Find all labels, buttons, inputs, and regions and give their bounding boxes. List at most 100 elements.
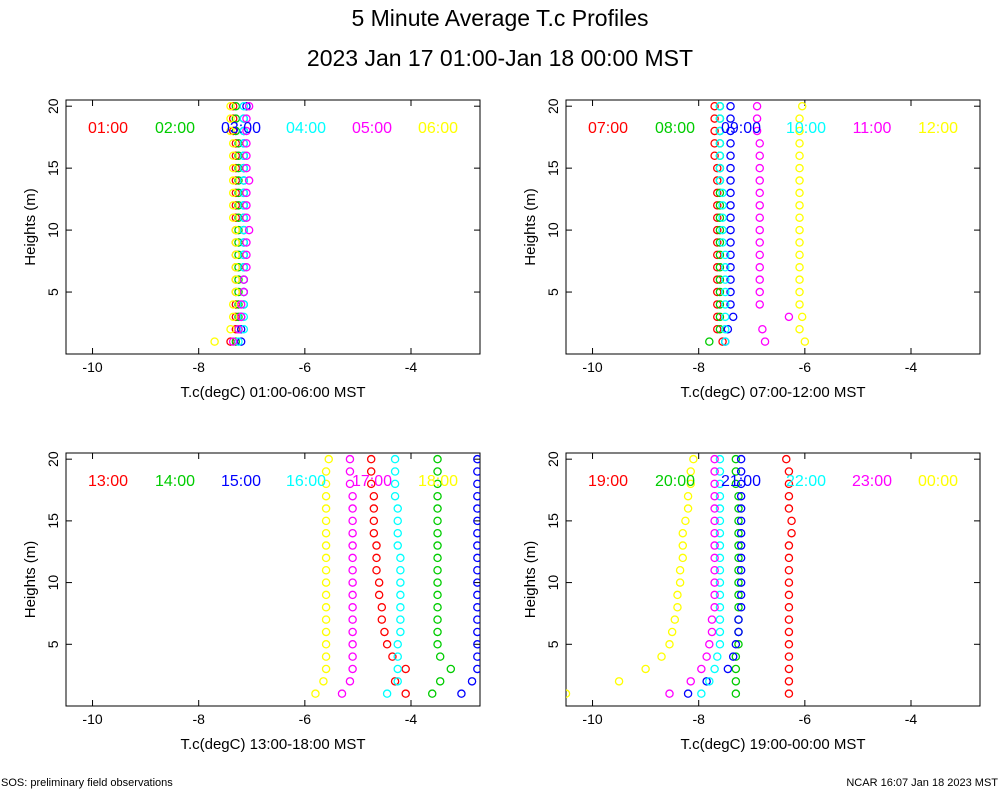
point-1700 xyxy=(345,454,355,464)
point-1800 xyxy=(321,565,331,575)
point-2200 xyxy=(715,454,725,464)
point-0400 xyxy=(239,126,249,136)
point-1300 xyxy=(372,541,381,550)
point-2200 xyxy=(715,627,725,637)
y-tick-label: 10 xyxy=(545,222,561,238)
point-1700 xyxy=(348,603,357,612)
point-1200 xyxy=(795,114,804,123)
point-0700 xyxy=(713,324,722,334)
point-0800 xyxy=(715,201,725,210)
point-2200 xyxy=(715,603,725,612)
point-0000 xyxy=(673,590,682,600)
point-1800 xyxy=(321,652,331,661)
x-tick-label: -10 xyxy=(582,711,602,727)
point-2100 xyxy=(683,689,693,698)
point-0500 xyxy=(242,263,251,272)
legend-label-1800: 18:00 xyxy=(418,473,458,490)
point-1400 xyxy=(446,664,456,674)
point-2300 xyxy=(665,689,674,698)
point-1900 xyxy=(784,578,794,587)
point-1500 xyxy=(473,541,480,550)
point-1400 xyxy=(433,516,442,526)
point-0500 xyxy=(242,201,251,210)
point-1600 xyxy=(390,454,400,464)
point-1300 xyxy=(372,553,381,563)
x-tick-label: -8 xyxy=(192,359,205,375)
point-1000 xyxy=(720,263,730,272)
point-2000 xyxy=(734,491,743,501)
point-2300 xyxy=(710,565,719,575)
point-1200 xyxy=(797,101,807,111)
point-0200 xyxy=(234,213,243,222)
point-1500 xyxy=(473,590,480,600)
point-0900 xyxy=(726,163,735,173)
point-1400 xyxy=(433,640,442,649)
point-0200 xyxy=(234,225,243,235)
point-1200 xyxy=(795,263,804,272)
x-tick-label: -4 xyxy=(405,711,418,727)
point-0200 xyxy=(234,300,243,309)
point-0000 xyxy=(678,553,688,563)
point-2100 xyxy=(736,454,746,464)
point-1100 xyxy=(755,151,764,161)
point-0500 xyxy=(242,250,251,260)
point-1700 xyxy=(348,565,357,575)
point-0900 xyxy=(726,101,735,111)
footer-timestamp: NCAR 16:07 Jan 18 2023 MST xyxy=(846,777,998,789)
point-1500 xyxy=(473,603,480,612)
plot-frame xyxy=(65,99,481,355)
point-0600 xyxy=(210,337,219,346)
point-0000 xyxy=(689,454,698,464)
point-1500 xyxy=(473,615,480,624)
point-1400 xyxy=(433,553,442,563)
point-0600 xyxy=(228,312,238,322)
point-0200 xyxy=(234,188,243,198)
point-0200 xyxy=(234,238,243,247)
point-1500 xyxy=(473,553,480,563)
point-0100 xyxy=(231,312,241,322)
point-1500 xyxy=(473,565,480,575)
point-0700 xyxy=(713,188,722,198)
point-1900 xyxy=(784,491,794,501)
point-2300 xyxy=(697,664,706,674)
point-1600 xyxy=(396,603,405,612)
point-0700 xyxy=(710,151,719,161)
panel-2: -10 -8 -6 -4 5 10 15 20 T.c(degC) 07:00-12:00 MS… xyxy=(522,98,981,401)
point-0600 xyxy=(228,176,238,185)
point-0400 xyxy=(239,324,249,334)
point-2100 xyxy=(736,479,746,489)
x-tick-label: -4 xyxy=(905,359,918,375)
point-0700 xyxy=(713,263,722,272)
point-0900 xyxy=(726,188,735,198)
legend-label-0800: 08:00 xyxy=(655,120,695,137)
point-0900 xyxy=(726,201,735,210)
point-1100 xyxy=(755,213,764,222)
point-1700 xyxy=(348,541,357,550)
point-0000 xyxy=(686,467,695,476)
point-2300 xyxy=(710,590,719,600)
chart-title: 5 Minute Average T.c Profiles xyxy=(351,5,649,31)
x-tick-label: -10 xyxy=(82,711,102,727)
point-1900 xyxy=(784,677,794,686)
legend-label-0000: 00:00 xyxy=(918,473,958,490)
point-1800 xyxy=(321,640,331,649)
point-1700 xyxy=(348,615,357,624)
y-tick-label: 15 xyxy=(545,160,561,176)
y-tick-label: 10 xyxy=(545,575,561,591)
point-0400 xyxy=(239,201,249,210)
x-tick-label: -4 xyxy=(905,711,918,727)
point-0500 xyxy=(242,126,251,136)
point-0500 xyxy=(244,101,254,111)
plot-frame xyxy=(565,452,981,707)
point-1200 xyxy=(800,337,810,346)
point-1700 xyxy=(345,479,355,489)
point-1400 xyxy=(433,541,442,550)
point-1800 xyxy=(321,516,331,526)
point-1800 xyxy=(319,677,328,686)
x-axis-label: T.c(degC) 19:00-00:00 MST xyxy=(680,736,865,753)
point-0900 xyxy=(726,263,735,272)
point-0700 xyxy=(713,312,722,322)
point-2100 xyxy=(736,541,746,550)
point-1100 xyxy=(758,324,767,334)
point-1600 xyxy=(393,640,402,649)
